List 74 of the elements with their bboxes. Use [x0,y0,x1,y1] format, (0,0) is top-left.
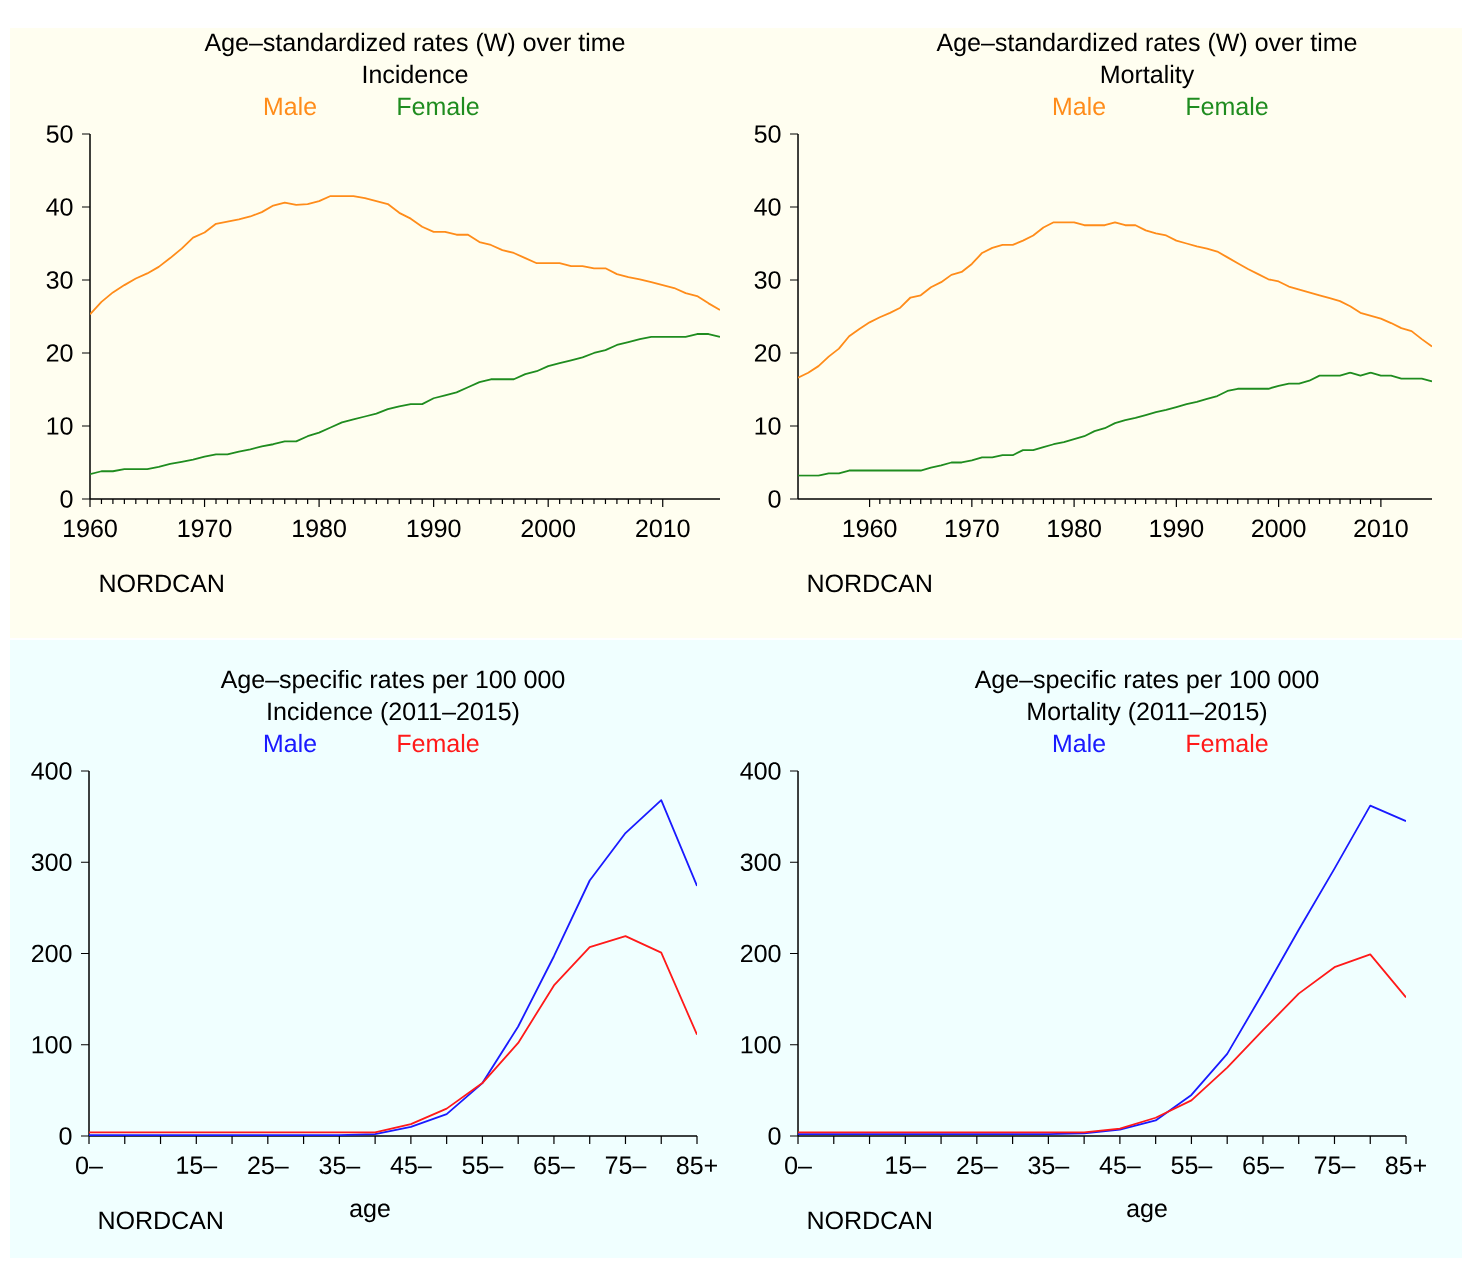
x-tick-label: 85+ [676,1156,717,1175]
y-tick-label: 20 [754,344,781,362]
x-tick-label: 25– [957,1156,998,1175]
y-tick-label: 0 [60,490,73,508]
y-tick-label: 20 [46,344,73,362]
y-tick-label: 100 [741,1035,781,1054]
x-axis-title: age [350,1203,390,1223]
y-tick-label: 30 [754,271,781,289]
x-tick-label: 1980 [293,519,346,538]
y-tick-label: 100 [32,1035,72,1054]
y-tick-label: 50 [46,125,73,143]
y-tick-label: 30 [46,271,73,289]
x-tick-label: 45– [1099,1156,1141,1174]
text: NORDCAN [99,1211,222,1230]
y-tick-label: 0 [768,1127,781,1145]
text: Female [1187,733,1268,753]
y-tick-label: 10 [47,417,73,435]
x-tick-label: 55– [1171,1156,1213,1174]
x-tick-label: 15– [177,1156,218,1174]
x-tick-label: 85+ [1385,1156,1426,1175]
text: NORDCAN [808,574,931,593]
x-tick-label: 0– [785,1156,812,1175]
chart-subtitle: Incidence [363,64,468,84]
x-tick-label: 25– [248,1156,289,1175]
x-tick-label: 65– [1243,1156,1284,1175]
x-tick-label: 75– [1314,1156,1356,1174]
y-tick-label: 400 [31,762,72,780]
x-tick-label: 35– [319,1156,361,1175]
y-tick-label: 300 [31,853,72,872]
text: NORDCAN [100,574,223,593]
text: Male [264,96,316,116]
y-tick-label: 40 [46,198,73,216]
x-tick-label: 1970 [178,519,232,538]
x-tick-label: 1960 [843,519,897,538]
x-axis-title: age [1127,1203,1167,1223]
chart-subtitle: Mortality [1101,64,1195,89]
x-tick-label: 35– [1028,1156,1070,1175]
text: Female [1187,96,1268,116]
x-tick-label: 75– [605,1156,647,1174]
y-tick-label: 300 [740,853,781,872]
chart-title: Age–standardized rates (W) over time [936,32,1357,57]
x-tick-label: 0– [76,1156,103,1175]
chart-title: Age–specific rates per 100 000 [974,669,1319,694]
x-tick-label: 1960 [64,519,117,538]
y-tick-label: 200 [32,944,72,963]
x-tick-label: 2000 [521,519,575,538]
x-tick-label: 1990 [1150,519,1204,538]
text: Male [1053,733,1105,753]
chart-subtitle: Mortality (2011–2015) [1028,701,1267,726]
chart-subtitle: Incidence (2011–2015) [268,701,519,726]
x-tick-label: 2010 [1354,519,1408,538]
x-tick-label: 45– [390,1156,432,1174]
x-tick-label: 2010 [636,519,690,538]
text: Female [398,733,479,753]
y-tick-label: 0 [59,1127,72,1145]
y-tick-label: 10 [755,417,781,435]
y-tick-label: 50 [754,125,781,143]
x-tick-label: 1990 [407,519,461,538]
chart-title: Age–specific rates per 100 000 [220,669,565,694]
x-tick-label: 65– [534,1156,575,1175]
x-tick-label: 15– [886,1156,927,1174]
text: Female [398,96,479,116]
y-tick-label: 40 [754,198,781,216]
y-tick-label: 400 [740,762,781,780]
y-tick-label: 0 [768,490,781,508]
chart-title: Age–standardized rates (W) over time [204,32,625,57]
x-tick-label: 1970 [945,519,999,538]
x-tick-label: 55– [462,1156,504,1174]
text: NORDCAN [808,1211,931,1230]
text: Male [1053,96,1105,116]
y-tick-label: 200 [741,944,781,963]
x-tick-label: 1980 [1048,519,1101,538]
text: Male [264,733,316,753]
x-tick-label: 2000 [1252,519,1306,538]
